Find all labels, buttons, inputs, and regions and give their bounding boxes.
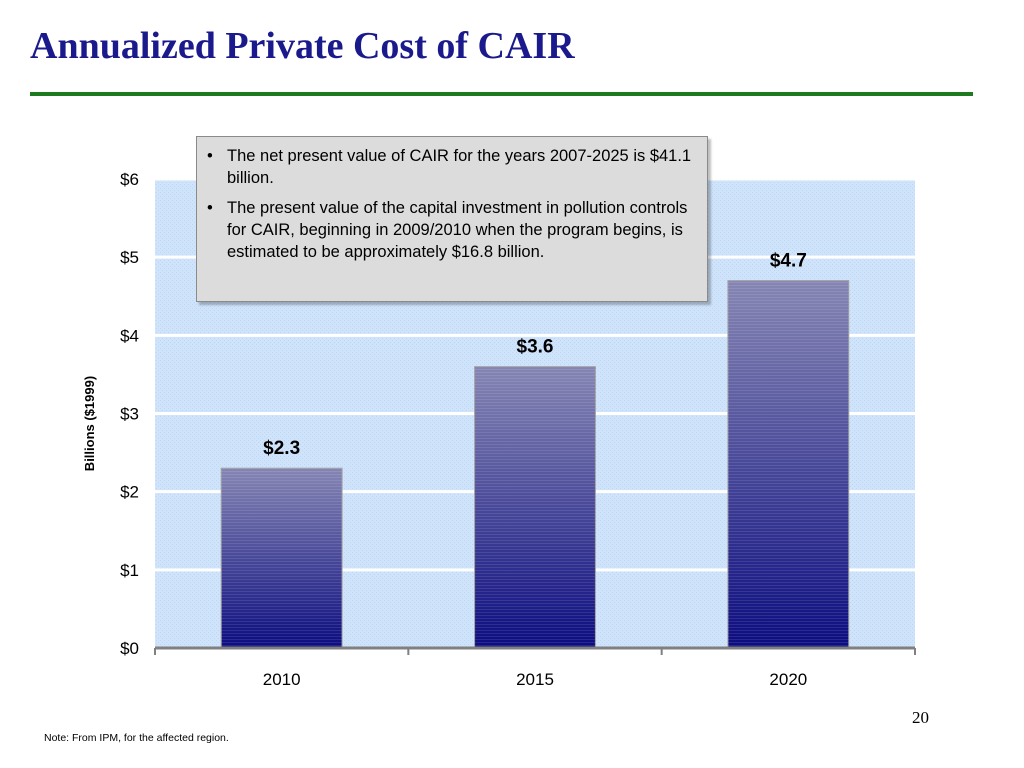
y-tick-label: $5: [120, 248, 139, 267]
x-tick-label: 2020: [769, 670, 807, 689]
labels: $0 $1 $2 $3 $4 $5 $6 $2.3 2010 $3.6 2015 $4.7 2020: [120, 170, 807, 689]
x-tick-label: 2010: [263, 670, 301, 689]
callout-bullet: • The net present value of CAIR for the …: [205, 145, 697, 189]
axes: [154, 646, 916, 655]
data-label: $4.7: [770, 251, 807, 272]
y-axis-title: Billions ($1999): [82, 376, 97, 471]
bullet-icon: •: [207, 199, 213, 217]
bullet-icon: •: [207, 147, 213, 165]
y-tick-label: $2: [120, 483, 139, 502]
data-label: $3.6: [517, 337, 554, 358]
y-tick-label: $4: [120, 326, 139, 345]
callout-bullet: • The present value of the capital inves…: [205, 197, 697, 263]
bars: [220, 280, 850, 649]
footnote: Note: From IPM, for the affected region.: [44, 732, 229, 744]
bar-texture: [474, 366, 596, 648]
page-number: 20: [912, 708, 929, 727]
y-tick-label: $3: [120, 405, 139, 424]
callout-box: • The net present value of CAIR for the …: [196, 136, 708, 302]
title-rule: [30, 92, 973, 96]
bar-texture: [221, 468, 343, 648]
x-tick-label: 2015: [516, 670, 554, 689]
y-tick-label: $6: [120, 170, 139, 189]
callout-bullet-text: The present value of the capital investm…: [227, 199, 688, 261]
data-label: $2.3: [263, 438, 300, 459]
callout-bullet-text: The net present value of CAIR for the ye…: [227, 147, 692, 187]
slide-title: Annualized Private Cost of CAIR: [30, 25, 575, 67]
y-tick-label: $0: [120, 639, 139, 658]
y-tick-label: $1: [120, 561, 139, 580]
bar-texture: [727, 280, 849, 648]
